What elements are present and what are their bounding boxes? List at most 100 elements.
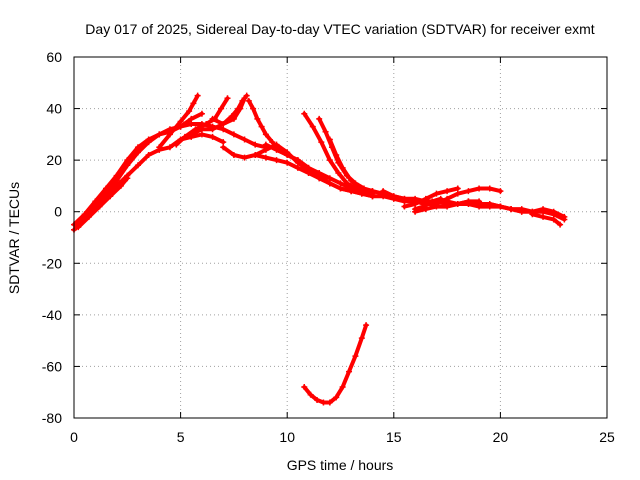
data-point bbox=[433, 203, 440, 210]
data-point bbox=[262, 141, 269, 148]
data-point bbox=[348, 188, 355, 195]
y-tick-label: 40 bbox=[46, 101, 62, 117]
y-tick-label: 20 bbox=[46, 152, 62, 168]
data-point bbox=[102, 185, 109, 192]
data-point bbox=[465, 198, 472, 205]
data-point bbox=[550, 208, 557, 215]
data-point bbox=[369, 193, 376, 200]
data-point bbox=[252, 151, 259, 158]
data-point bbox=[192, 126, 199, 133]
data-point bbox=[529, 211, 536, 218]
data-point bbox=[476, 198, 483, 205]
series-line-track-1 bbox=[72, 122, 268, 232]
data-point bbox=[156, 131, 163, 138]
data-point bbox=[320, 399, 327, 406]
data-point bbox=[145, 136, 152, 143]
data-point bbox=[181, 133, 188, 140]
data-point bbox=[273, 157, 280, 164]
data-point bbox=[92, 198, 99, 205]
data-point bbox=[561, 213, 568, 220]
data-point bbox=[326, 399, 333, 406]
data-point bbox=[262, 154, 269, 161]
data-point bbox=[145, 151, 152, 158]
data-point bbox=[166, 144, 173, 151]
data-point bbox=[237, 105, 244, 112]
x-tick-label: 10 bbox=[279, 429, 295, 445]
data-point bbox=[437, 195, 444, 202]
data-point bbox=[305, 167, 312, 174]
data-point bbox=[188, 121, 195, 128]
data-point bbox=[412, 208, 419, 215]
data-point bbox=[401, 195, 408, 202]
data-point bbox=[134, 144, 141, 151]
data-point bbox=[252, 141, 259, 148]
data-point bbox=[301, 110, 308, 117]
data-point bbox=[124, 172, 131, 179]
data-point bbox=[273, 146, 280, 153]
data-point bbox=[412, 200, 419, 207]
data-point bbox=[322, 128, 329, 135]
data-point bbox=[476, 203, 483, 210]
data-point bbox=[429, 198, 436, 205]
data-point bbox=[454, 185, 461, 192]
data-point bbox=[186, 108, 193, 115]
data-point bbox=[508, 206, 515, 213]
data-point bbox=[337, 180, 344, 187]
data-point bbox=[369, 188, 376, 195]
data-point bbox=[190, 100, 197, 107]
data-point bbox=[173, 141, 180, 148]
data-point bbox=[75, 224, 82, 231]
axis-ticks bbox=[73, 56, 608, 419]
data-point bbox=[230, 151, 237, 158]
data-point bbox=[333, 394, 340, 401]
data-point bbox=[422, 206, 429, 213]
data-point bbox=[390, 193, 397, 200]
data-point bbox=[465, 188, 472, 195]
data-point bbox=[337, 185, 344, 192]
data-point bbox=[307, 391, 314, 398]
data-point bbox=[224, 95, 231, 102]
data-point bbox=[220, 121, 227, 128]
data-point bbox=[348, 177, 355, 184]
data-point bbox=[301, 384, 308, 391]
x-tick-labels: 0 5 10 15 20 25 bbox=[70, 429, 615, 445]
data-point bbox=[294, 164, 301, 171]
data-point bbox=[335, 170, 342, 177]
series-line-track-3 bbox=[76, 176, 130, 230]
y-tick-label: -80 bbox=[42, 410, 62, 426]
data-point bbox=[401, 203, 408, 210]
data-point bbox=[326, 157, 333, 164]
data-point bbox=[220, 144, 227, 151]
data-point bbox=[203, 121, 210, 128]
data-point bbox=[497, 203, 504, 210]
x-axis-label: GPS time / hours bbox=[287, 457, 394, 473]
data-point bbox=[358, 190, 365, 197]
data-point bbox=[81, 213, 88, 220]
series-line-track-12 bbox=[253, 142, 354, 194]
data-point bbox=[540, 206, 547, 213]
data-point bbox=[444, 188, 451, 195]
data-point bbox=[326, 136, 333, 143]
y-tick-labels: -80 -60 -40 -20 0 20 40 60 bbox=[42, 49, 62, 426]
data-point bbox=[102, 193, 109, 200]
data-point bbox=[230, 115, 237, 122]
data-point bbox=[476, 185, 483, 192]
data-point bbox=[314, 396, 321, 403]
data-point bbox=[363, 322, 370, 329]
data-point bbox=[358, 185, 365, 192]
data-point bbox=[269, 139, 276, 146]
data-point bbox=[339, 384, 346, 391]
series-line-track-24 bbox=[302, 323, 369, 405]
chart-title: Day 017 of 2025, Sidereal Day-to-day VTE… bbox=[85, 21, 594, 37]
data-point bbox=[346, 368, 353, 375]
data-point bbox=[241, 136, 248, 143]
data-point bbox=[262, 131, 269, 138]
plot-frame bbox=[73, 56, 608, 419]
data-point bbox=[318, 139, 325, 146]
y-tick-label: -20 bbox=[42, 255, 62, 271]
data-point bbox=[454, 200, 461, 207]
data-point bbox=[316, 115, 323, 122]
data-point bbox=[245, 97, 252, 104]
data-point bbox=[273, 141, 280, 148]
data-point bbox=[198, 131, 205, 138]
